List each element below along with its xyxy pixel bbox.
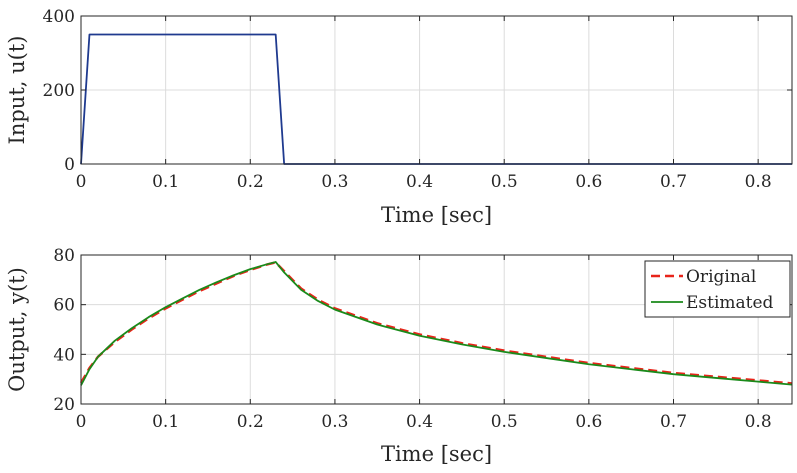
plot-area-border	[80, 254, 793, 405]
x-tick-label: 0.4	[406, 412, 433, 432]
x-tick-label: 0.2	[237, 412, 264, 432]
y-tick-label: 80	[53, 246, 75, 266]
x-tick-label: 0.5	[491, 412, 518, 432]
x-tick-label: 0.8	[745, 412, 772, 432]
x-axis-label: Time [sec]	[381, 442, 492, 466]
y-tick-label: 0	[64, 155, 75, 175]
x-tick-label: 0.6	[575, 172, 602, 192]
y-tick-label: 20	[53, 395, 75, 415]
x-tick-label: 0.2	[237, 172, 264, 192]
y-axis-label: Output, y(t)	[5, 267, 29, 392]
chart-panel-1: 0 0.1 0.2 0.3 0.4 0.5 0.6 0.7 0.8 0 200 400 Time [se…	[5, 7, 793, 227]
chart-panel-2: 0 0.1 0.2 0.3 0.4 0.5 0.6 0.7 0.8 20 40 60 80 Time [s…	[5, 246, 793, 466]
x-tick-label: 0.4	[406, 172, 433, 192]
x-tick-label: 0.3	[321, 412, 348, 432]
legend-label-estimated: Estimated	[686, 293, 774, 313]
x-tick-label: 0.7	[660, 172, 687, 192]
y-tick-label: 40	[53, 345, 75, 365]
legend-box	[644, 260, 791, 318]
x-tick-label: 0.8	[745, 172, 772, 192]
x-tick-label: 0.6	[575, 412, 602, 432]
legend: Original Estimated	[644, 260, 791, 318]
y-tick-label: 400	[43, 7, 75, 27]
x-tick-label: 0	[76, 412, 87, 432]
legend-label-original: Original	[686, 267, 756, 287]
x-axis-label: Time [sec]	[381, 203, 492, 227]
x-tick-label: 0	[76, 172, 87, 192]
x-tick-label: 0.1	[152, 172, 179, 192]
y-tick-label: 200	[43, 81, 75, 101]
series-line-estimated	[80, 261, 793, 386]
x-tick-label: 0.1	[152, 412, 179, 432]
x-tick-label: 0.3	[321, 172, 348, 192]
x-tick-label: 0.5	[491, 172, 518, 192]
series-line-input	[80, 33, 792, 165]
y-axis-label: Input, u(t)	[5, 36, 29, 145]
y-tick-label: 60	[53, 296, 75, 316]
x-tick-label: 0.7	[660, 412, 687, 432]
